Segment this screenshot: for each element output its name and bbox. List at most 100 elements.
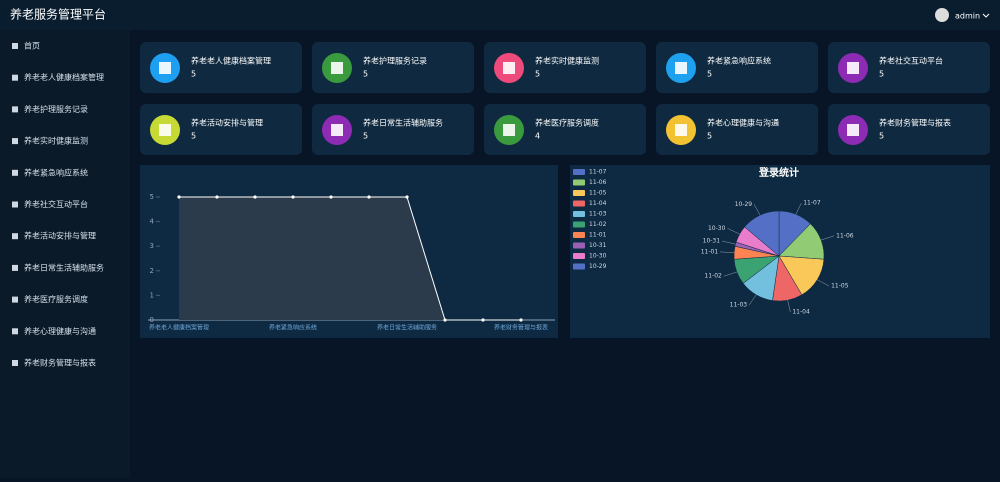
legend-swatch[interactable]	[573, 190, 585, 196]
legend-swatch[interactable]	[573, 253, 585, 259]
slice-label: 11-07	[803, 200, 821, 207]
card-icon-glyph	[847, 62, 859, 74]
point	[443, 318, 447, 322]
card-value: 4	[535, 132, 540, 141]
point	[519, 318, 523, 322]
legend-label[interactable]: 10-29	[589, 263, 607, 270]
menu-item[interactable]: 养老心理健康与沟通	[24, 326, 96, 336]
legend-swatch[interactable]	[573, 221, 585, 228]
label-line	[723, 271, 738, 277]
app-title: 养老服务管理平台	[10, 7, 106, 22]
x-tick-label: 养老财务管理与报表	[494, 324, 548, 332]
menu-item[interactable]: 养老护理服务记录	[24, 104, 88, 114]
label-line	[722, 240, 736, 245]
card-label: 养老紧急响应系统	[707, 56, 771, 66]
point	[329, 195, 333, 199]
stat-card[interactable]	[140, 42, 302, 93]
menu-icon[interactable]	[12, 328, 18, 335]
user-name[interactable]: admin	[955, 12, 980, 21]
card-value: 5	[535, 70, 540, 79]
menu-item[interactable]: 养老活动安排与管理	[24, 231, 96, 241]
card-value: 5	[191, 132, 196, 141]
point	[215, 195, 219, 199]
line	[179, 196, 521, 321]
menu-item[interactable]: 养老紧急响应系统	[24, 167, 88, 177]
label-line	[817, 279, 830, 287]
legend-label[interactable]: 10-30	[589, 253, 607, 260]
label-line	[748, 294, 757, 306]
slice-label: 11-05	[831, 283, 849, 290]
legend-swatch[interactable]	[573, 232, 585, 238]
menu-icon[interactable]	[12, 74, 18, 81]
x-tick-label: 养老日常生活辅助服务	[377, 324, 437, 332]
legend-swatch[interactable]	[573, 263, 585, 270]
point	[405, 195, 409, 199]
stat-card[interactable]	[656, 42, 818, 93]
legend-label[interactable]: 11-07	[589, 169, 607, 176]
label-line	[787, 300, 791, 312]
label-line	[795, 203, 802, 215]
stat-card[interactable]	[140, 104, 302, 155]
pie-slice	[744, 210, 780, 257]
menu-icon[interactable]	[12, 233, 18, 240]
legend-swatch[interactable]	[573, 242, 585, 249]
legend-label[interactable]: 11-04	[589, 200, 607, 207]
menu-item[interactable]: 养老老人健康档案管理	[24, 72, 104, 82]
legend-label[interactable]: 11-05	[589, 190, 607, 197]
menu-icon[interactable]	[12, 43, 18, 49]
menu-icon[interactable]	[12, 138, 18, 145]
menu-item[interactable]: 首页	[24, 41, 40, 51]
menu-item[interactable]: 养老医疗服务调度	[24, 294, 88, 304]
card-icon-glyph	[503, 124, 515, 136]
x-tick-label: 养老老人健康档案管理	[149, 324, 209, 332]
menu-icon[interactable]	[12, 201, 18, 208]
label-line	[727, 228, 740, 235]
slice-label: 10-30	[708, 225, 726, 232]
stat-card[interactable]	[828, 42, 990, 93]
legend-swatch[interactable]	[573, 200, 585, 207]
point	[253, 195, 257, 199]
legend-label[interactable]: 11-06	[589, 179, 607, 186]
menu-item[interactable]: 养老日常生活辅助服务	[24, 262, 104, 272]
menu-item[interactable]: 养老社交互动平台	[24, 199, 88, 209]
stat-card[interactable]	[312, 104, 474, 155]
stat-card[interactable]	[828, 104, 990, 155]
dropdown-icon[interactable]	[982, 13, 990, 18]
legend-label[interactable]: 11-01	[589, 232, 607, 239]
card-icon-glyph	[159, 62, 171, 74]
card-icon-glyph	[503, 62, 515, 74]
legend-swatch[interactable]	[573, 179, 585, 186]
legend-swatch[interactable]	[573, 211, 585, 217]
menu-icon[interactable]	[12, 169, 18, 176]
stat-card[interactable]	[484, 104, 646, 155]
legend-label[interactable]: 11-02	[589, 221, 607, 228]
menu-icon[interactable]	[12, 264, 18, 271]
stat-card[interactable]	[312, 42, 474, 93]
slice-label: 11-03	[730, 302, 748, 309]
card-value: 5	[191, 70, 196, 79]
legend-swatch[interactable]	[573, 169, 585, 175]
card-label: 养老医疗服务调度	[535, 118, 599, 128]
menu-item[interactable]: 养老实时健康监测	[24, 136, 88, 146]
card-icon-glyph	[331, 62, 343, 74]
label-line	[753, 204, 761, 216]
card-label: 养老护理服务记录	[363, 56, 427, 66]
y-tick-label: 1	[150, 291, 154, 299]
menu-icon[interactable]	[12, 360, 18, 366]
legend-label[interactable]: 11-03	[589, 211, 607, 218]
menu-icon[interactable]	[12, 106, 18, 113]
legend-label[interactable]: 10-31	[589, 242, 607, 249]
card-label: 养老日常生活辅助服务	[363, 118, 443, 128]
stat-card[interactable]	[656, 104, 818, 155]
stat-card[interactable]	[484, 42, 646, 93]
sidebar	[0, 30, 130, 478]
menu-icon[interactable]	[12, 296, 18, 303]
card-value: 5	[707, 132, 712, 141]
card-value: 5	[879, 132, 884, 141]
card-value: 5	[363, 132, 368, 141]
point	[367, 195, 371, 199]
menu-item[interactable]: 养老财务管理与报表	[24, 358, 96, 368]
avatar[interactable]	[935, 8, 949, 22]
header-bar	[0, 0, 1000, 30]
